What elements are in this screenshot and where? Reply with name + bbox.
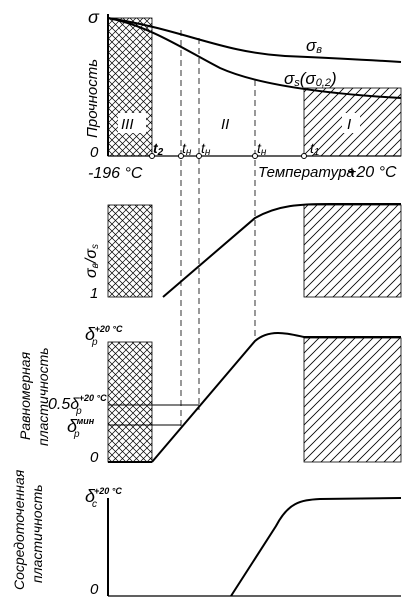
ratio-one-label: 1 <box>90 285 98 302</box>
uniform-hatch <box>303 337 402 463</box>
x-axis-title: Температура <box>258 164 355 181</box>
uniform-ductility-axis-label-1: Равномерная <box>17 351 33 440</box>
ultimate-strength-curve <box>107 17 402 63</box>
concentrated-ductility-axis-label-1: Сосредоточенная <box>11 469 27 590</box>
uniform-ductility-curve <box>151 332 401 463</box>
region-3-crosshatch <box>107 17 153 157</box>
ratio-hatch <box>303 204 402 298</box>
yield-strength-curve <box>107 17 402 99</box>
t1-label: t1 <box>310 140 319 158</box>
yield-strength-label: σs(σ0,2) <box>284 69 337 89</box>
concentrated-zero-label: 0 <box>90 581 99 598</box>
region-3-label: III <box>121 116 134 133</box>
sigma-axis-top: σ <box>88 7 100 27</box>
uniform-ductility-axis-label-2: пластичность <box>35 347 51 446</box>
tn-label-1: tн <box>182 140 192 158</box>
ratio-crosshatch <box>107 204 153 298</box>
concentrated-ductility-curve <box>230 497 402 597</box>
concentrated-ductility-axis-label-2: пластичность <box>29 484 45 583</box>
zero-label: 0 <box>90 144 99 161</box>
x-axis-max-label: +20 °C <box>347 164 397 181</box>
uniform-max-label: δp+20 °C <box>85 324 123 348</box>
x-axis-min-label: -196 °C <box>88 165 143 182</box>
region-1-label: I <box>347 116 351 133</box>
strength-ratio-axis-label: σв/σs <box>83 244 101 278</box>
region-2-label: II <box>221 116 229 133</box>
concentrated-max-label: δc+20 °C <box>85 486 122 510</box>
panel-strength-ratio: σв/σs 1 <box>83 203 402 302</box>
uniform-crosshatch <box>107 341 153 463</box>
min-ductility-label: δpмин <box>67 416 95 440</box>
t2-label: t2 <box>153 140 164 158</box>
temperature-marker-lines <box>180 30 256 430</box>
ultimate-strength-label: σв <box>306 36 322 56</box>
panel-uniform-ductility: Равномерная пластичность δp+20 °C 0.5δp+… <box>17 324 402 466</box>
strength-axis-label: Прочность <box>84 59 101 138</box>
temperature-markers <box>149 153 307 159</box>
panel-strength: σ 0 Прочность σв σs(σ0,2) III II I t2 tн… <box>84 7 402 430</box>
uniform-zero-label: 0 <box>90 449 99 466</box>
panel-concentrated-ductility: Сосредоточенная пластичность δc+20 °C 0 <box>11 469 402 598</box>
strength-ratio-curve <box>162 203 401 298</box>
tn-label-3: tн <box>257 140 267 158</box>
tn-label-2: tн <box>201 140 211 158</box>
half-ductility-label: 0.5δp+20 °C <box>48 393 107 417</box>
